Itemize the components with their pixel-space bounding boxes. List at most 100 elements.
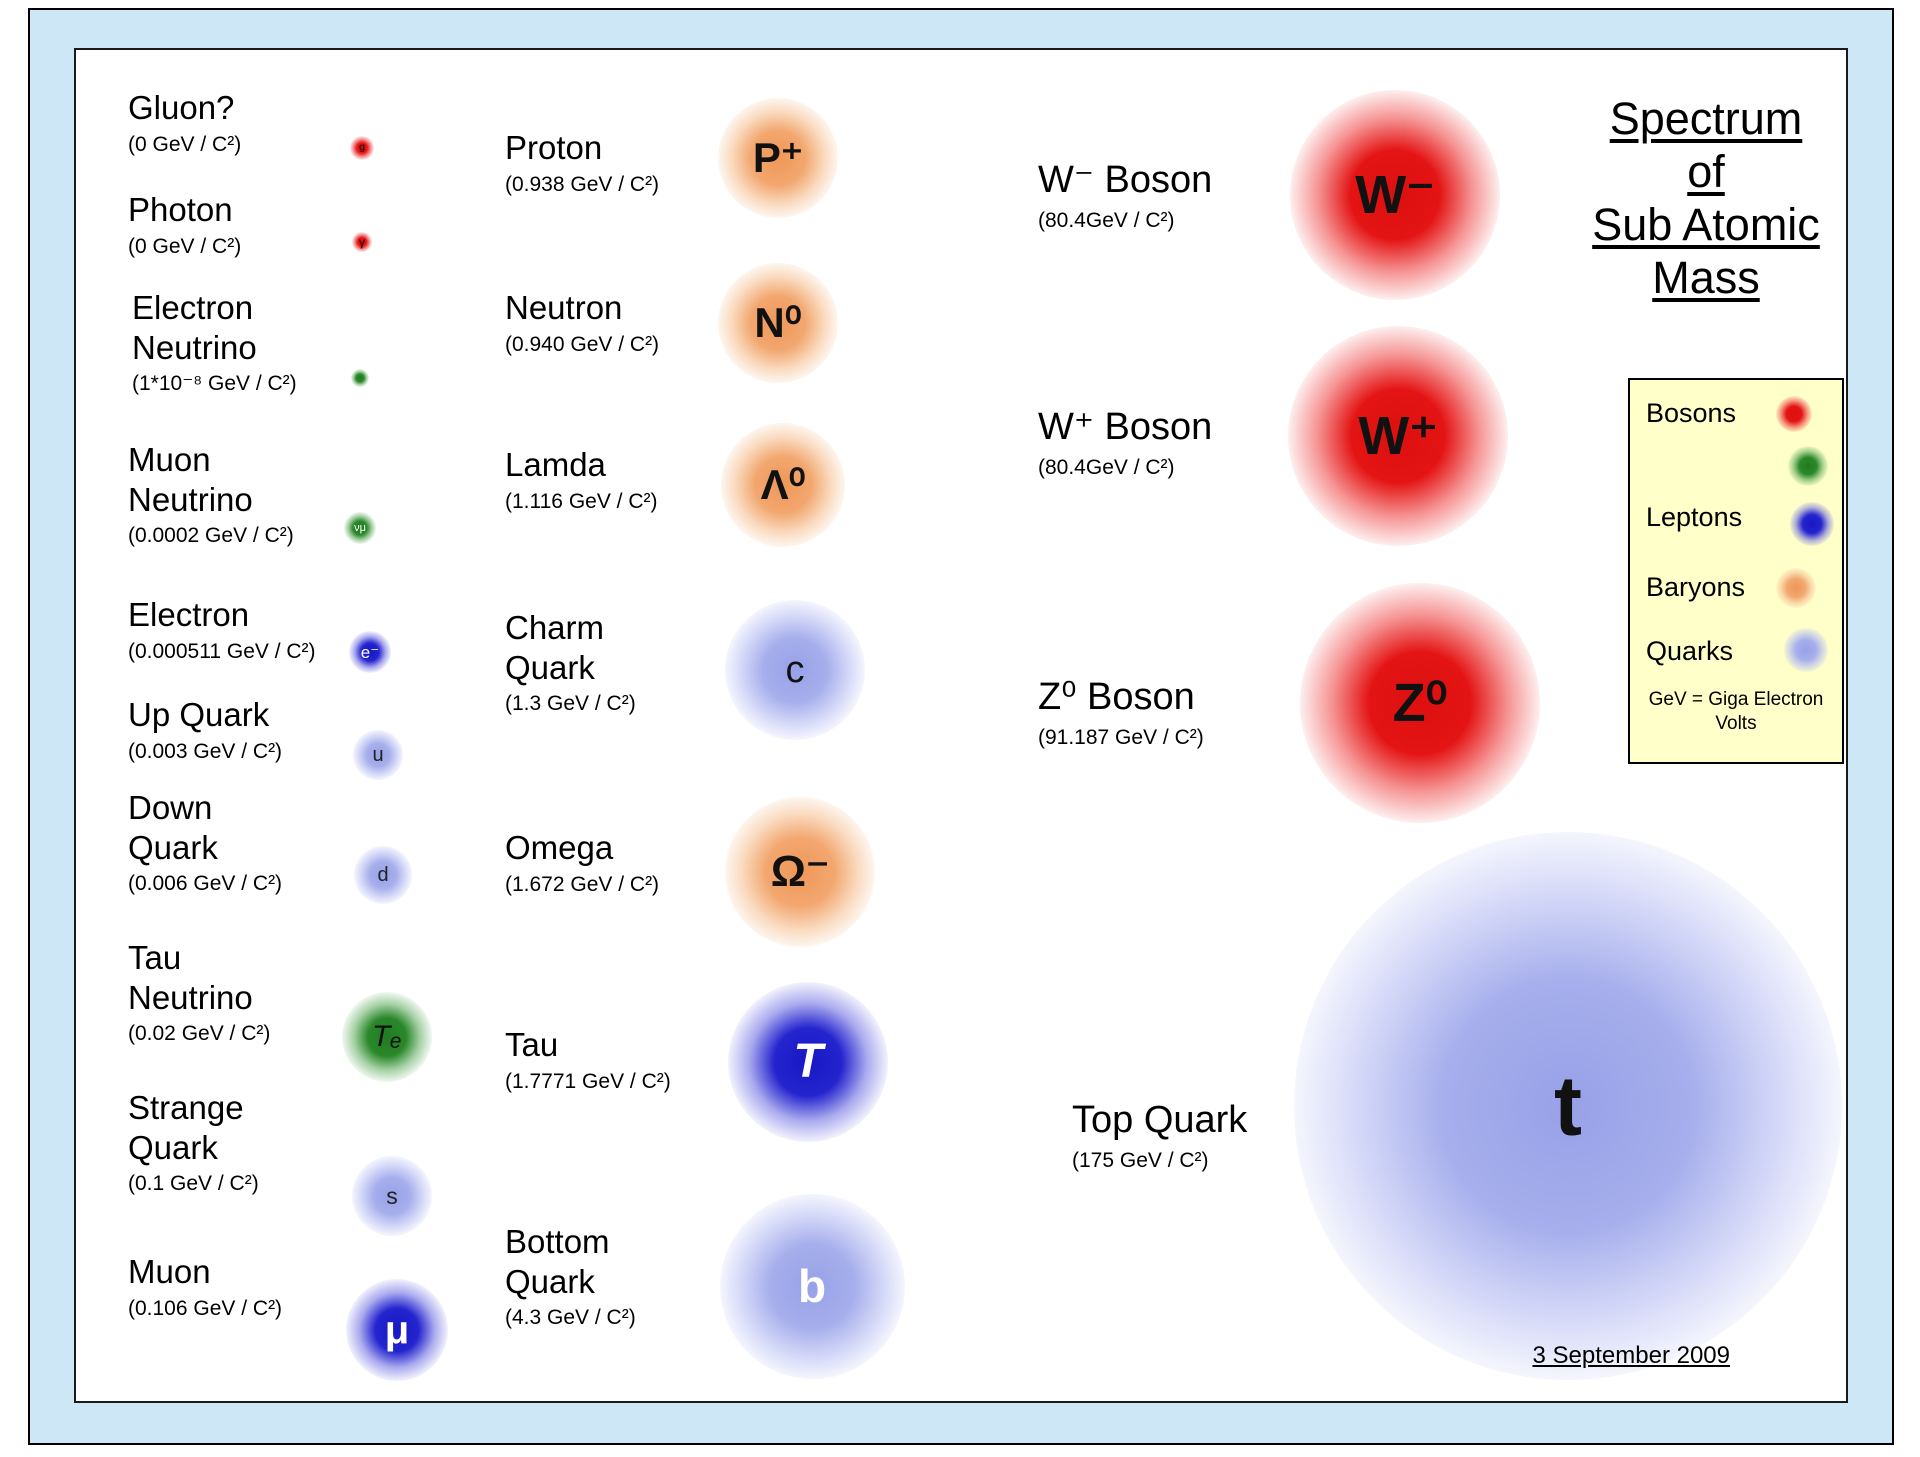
particle-label: Neutron (0.940 GeV / C²)	[505, 288, 659, 358]
particle-circle: s	[352, 1156, 432, 1236]
particle-label: W⁻ Boson (80.4GeV / C²)	[1038, 158, 1212, 234]
particle-name: Tau	[505, 1026, 559, 1063]
particle-name: Lamda	[505, 446, 606, 483]
particle-label: Muon Neutrino (0.0002 GeV / C²)	[128, 440, 294, 549]
particle-label: Z⁰ Boson (91.187 GeV / C²)	[1038, 675, 1204, 751]
particle-label: Tau Neutrino (0.02 GeV / C²)	[128, 938, 270, 1047]
particle-circle: u	[353, 730, 403, 780]
particle-circle: b	[719, 1193, 905, 1379]
particle-mass: (0 GeV / C²)	[128, 132, 242, 156]
particle-circle: c	[725, 600, 865, 740]
diagram-title: Spectrum of Sub Atomic Mass	[1570, 92, 1842, 304]
particle-name: Muon	[128, 1253, 211, 1290]
particle-label: Photon (0 GeV / C²)	[128, 190, 241, 260]
legend-label: Baryons	[1646, 572, 1746, 602]
particle-symbol: u	[372, 744, 384, 766]
particle-symbol: μ	[384, 1308, 410, 1352]
particle-mass: (80.4GeV / C²)	[1038, 455, 1175, 479]
legend-label: Bosons	[1646, 398, 1737, 428]
legend-dot-icon	[1784, 628, 1828, 672]
particle-label: Tau (1.7771 GeV / C²)	[505, 1025, 671, 1095]
particle-label: Down Quark (0.006 GeV / C²)	[128, 788, 282, 897]
particle-symbol: t	[1554, 1059, 1582, 1153]
particle-mass: (0.1 GeV / C²)	[128, 1172, 259, 1196]
particle-mass: (0.106 GeV / C²)	[128, 1296, 283, 1320]
particle-circle: Tₑ	[342, 992, 432, 1082]
title-line-3: Sub Atomic	[1592, 199, 1820, 251]
particle-name: Tau Neutrino	[128, 939, 253, 1016]
particle-symbol: c	[785, 649, 805, 691]
particle-label: Electron (0.000511 GeV / C²)	[128, 595, 316, 665]
particle-mass: (1.7771 GeV / C²)	[505, 1069, 671, 1093]
date-label: 3 September 2009	[1532, 1342, 1730, 1369]
particle-label: Bottom Quark (4.3 GeV / C²)	[505, 1222, 636, 1331]
particle-circle: W⁻	[1290, 90, 1500, 300]
particle-name: W⁻ Boson	[1038, 159, 1213, 201]
particle-symbol: T	[793, 1035, 823, 1088]
legend-dot-icon	[1776, 396, 1812, 432]
particle-name: W⁺ Boson	[1038, 406, 1213, 448]
particle-name: Down Quark	[128, 789, 218, 866]
particle-symbol: e⁻	[360, 642, 380, 662]
particle-circle: g	[350, 136, 374, 160]
particle-name: Strange Quark	[128, 1089, 244, 1166]
particle-symbol: d	[377, 864, 389, 886]
particle-mass: (0.940 GeV / C²)	[505, 332, 660, 356]
particle-label: Electron Neutrino (1*10⁻⁸ GeV / C²)	[132, 288, 297, 397]
particle-circle: d	[354, 846, 412, 904]
particle-symbol: νμ	[354, 521, 366, 534]
particle-label: Omega (1.672 GeV / C²)	[505, 828, 659, 898]
particle-symbol: Z⁰	[1392, 673, 1448, 733]
particle-mass: (0 GeV / C²)	[128, 234, 242, 258]
particle-symbol: b	[797, 1260, 827, 1312]
particle-name: Charm Quark	[505, 609, 605, 686]
legend-label: Leptons	[1646, 502, 1743, 532]
particle-name: Z⁰ Boson	[1038, 676, 1195, 718]
particle-circle: e⁻	[349, 631, 391, 673]
particle-circle: μ	[346, 1279, 448, 1381]
particle-symbol: W⁺	[1358, 406, 1438, 466]
particle-mass: (91.187 GeV / C²)	[1038, 725, 1204, 749]
particle-label: Up Quark (0.003 GeV / C²)	[128, 695, 282, 765]
particle-symbol: P⁺	[752, 134, 804, 181]
particle-circle: t	[1294, 832, 1842, 1380]
title-line-1: Spectrum	[1609, 93, 1803, 144]
particle-mass: (1.3 GeV / C²)	[505, 692, 636, 716]
legend-dot-icon	[1788, 446, 1828, 486]
particle-symbol: s	[386, 1182, 398, 1209]
particle-mass: (0.003 GeV / C²)	[128, 739, 283, 763]
particle-name: Gluon?	[128, 89, 235, 126]
particle-name: Top Quark	[1072, 1099, 1248, 1141]
legend-box: Bosons Leptons Baryons Quarks GeV = Giga…	[1628, 378, 1844, 764]
particle-label: Strange Quark (0.1 GeV / C²)	[128, 1088, 259, 1197]
particle-circle: P⁺	[718, 98, 838, 218]
particle-symbol: Ω⁻	[770, 847, 830, 896]
particle-name: Neutron	[505, 289, 623, 326]
particle-mass: (0.02 GeV / C²)	[128, 1022, 271, 1046]
particle-label: Gluon? (0 GeV / C²)	[128, 88, 241, 158]
particle-name: Photon	[128, 191, 233, 228]
particle-circle: Λ⁰	[721, 423, 845, 547]
particle-mass: (0.000511 GeV / C²)	[128, 639, 316, 663]
particle-name: Proton	[505, 129, 603, 166]
particle-symbol: γ	[358, 235, 366, 249]
legend-label: Quarks	[1646, 636, 1734, 666]
particle-circle: N⁰	[718, 263, 838, 383]
particle-label: W⁺ Boson (80.4GeV / C²)	[1038, 405, 1212, 481]
particle-symbol: Tₑ	[372, 1020, 402, 1053]
particle-circle: W⁺	[1288, 326, 1508, 546]
particle-label: Muon (0.106 GeV / C²)	[128, 1252, 282, 1322]
legend-dot-icon	[1776, 568, 1816, 608]
particle-mass: (0.0002 GeV / C²)	[128, 524, 294, 548]
title-line-2: of	[1687, 146, 1725, 198]
particle-mass: (0.938 GeV / C²)	[505, 172, 660, 196]
particle-label: Proton (0.938 GeV / C²)	[505, 128, 659, 198]
particle-symbol: g	[358, 142, 366, 153]
particle-mass: (175 GeV / C²)	[1072, 1148, 1209, 1172]
particle-mass: (4.3 GeV / C²)	[505, 1306, 636, 1330]
particle-label: Lamda (1.116 GeV / C²)	[505, 445, 658, 515]
particle-circle: νμ	[344, 512, 376, 544]
particle-label: Top Quark (175 GeV / C²)	[1072, 1098, 1247, 1174]
particle-circle: T	[728, 982, 888, 1142]
